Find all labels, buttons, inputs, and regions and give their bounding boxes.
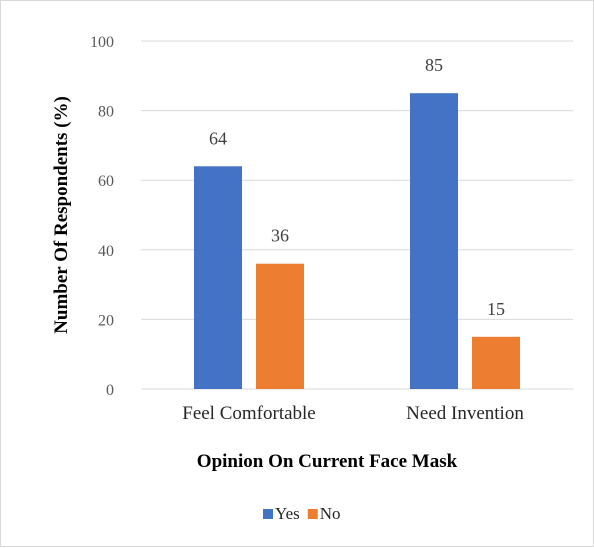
bars (194, 93, 520, 389)
legend-label-yes: Yes (275, 504, 300, 523)
bar-no-0 (256, 263, 304, 389)
data-label: 85 (425, 55, 443, 75)
bar-yes-1 (410, 93, 458, 389)
category-label: Feel Comfortable (182, 403, 316, 424)
data-labels: 64 36 85 15 (209, 55, 505, 319)
bar-no-1 (472, 336, 520, 389)
y-tick-label: 0 (106, 382, 114, 399)
data-label: 36 (271, 226, 289, 246)
category-labels: Feel Comfortable Need Invention (182, 403, 524, 424)
y-tick-label: 80 (98, 104, 114, 121)
legend: Yes No (263, 504, 341, 523)
legend-swatch-yes (263, 509, 273, 519)
data-label: 64 (209, 128, 227, 148)
y-tick-label: 20 (98, 312, 114, 329)
y-tick-labels: 0 20 40 60 80 100 (90, 34, 114, 399)
x-axis-title: Opinion On Current Face Mask (197, 451, 458, 472)
category-label: Need Invention (406, 403, 524, 424)
bar-yes-0 (194, 166, 242, 389)
y-tick-label: 60 (98, 173, 114, 190)
legend-label-no: No (320, 504, 341, 523)
legend-swatch-no (307, 509, 318, 519)
y-tick-label: 40 (98, 243, 114, 260)
y-axis-title: Number Of Respondents (%) (51, 96, 72, 334)
y-tick-label: 100 (90, 34, 114, 51)
data-label: 15 (487, 299, 505, 319)
